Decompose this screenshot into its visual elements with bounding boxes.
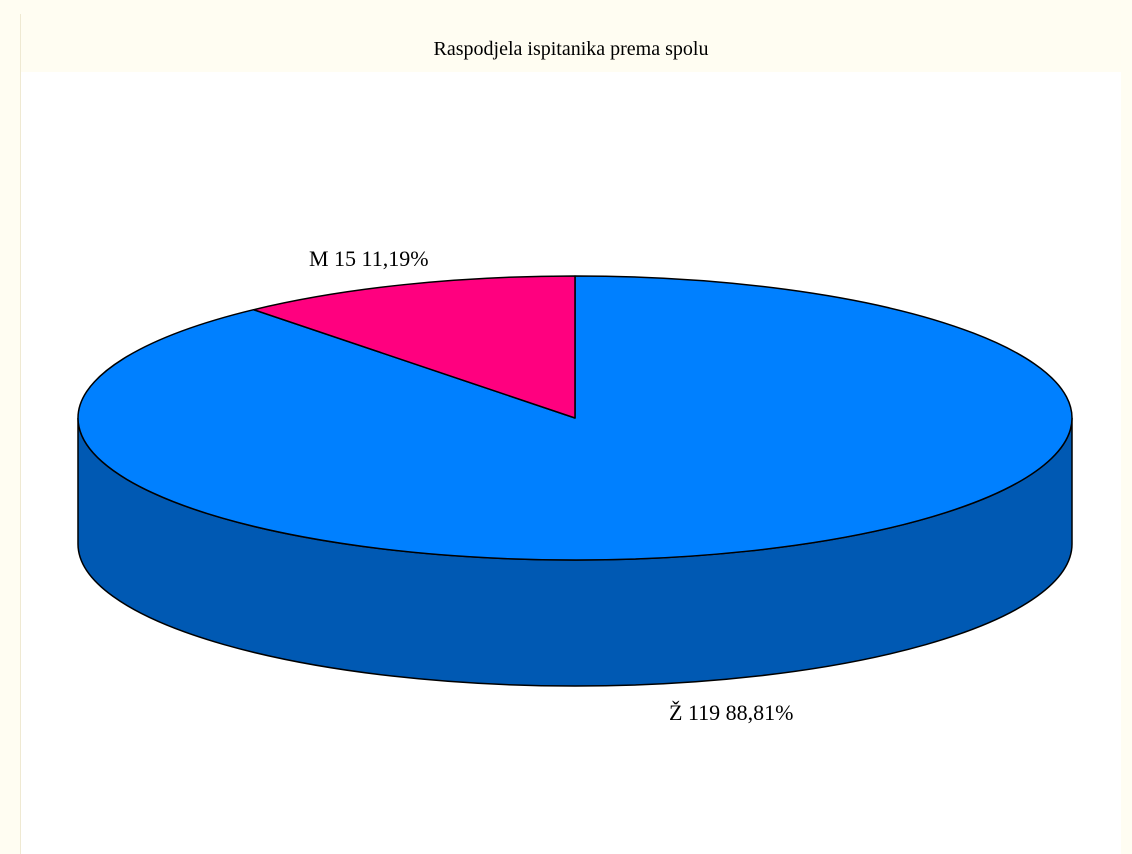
pie-chart: Ž 119 88,81% M 15 11,19% [77,246,1073,725]
title-band: Raspodjela ispitanika prema spolu [21,14,1121,72]
chart-frame: Raspodjela ispitanika prema spolu Ž 119 … [20,14,1121,854]
pie-slice-1 [252,275,576,419]
slice-label-0: Ž 119 88,81% [669,700,793,725]
slice-label-1: M 15 11,19% [309,246,429,271]
chart-title: Raspodjela ispitanika prema spolu [433,38,709,60]
